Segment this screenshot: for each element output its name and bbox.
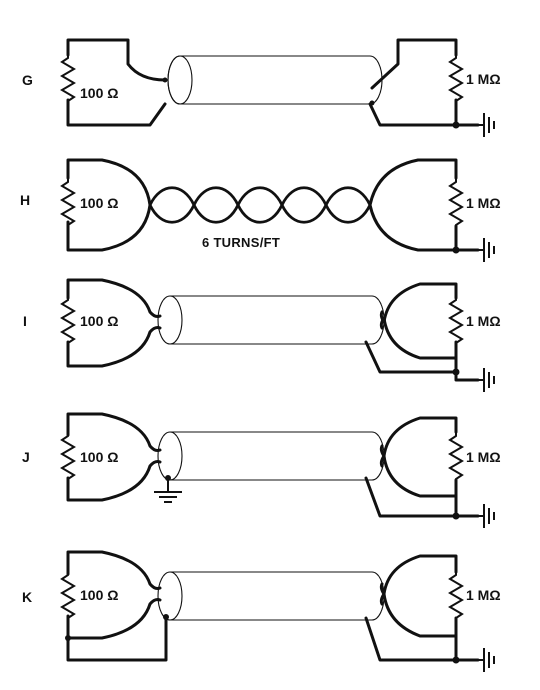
resistor-1-megohm: [449, 50, 463, 106]
ground-icon: [477, 112, 495, 138]
circuit-g: G 100 Ω 1 MΩ: [22, 38, 501, 138]
resistor-1-megohm: [449, 567, 463, 623]
load-resistor-label: 1 MΩ: [466, 449, 501, 465]
source-resistor-label: 100 Ω: [80, 195, 118, 211]
resistor-100-ohm: [61, 428, 75, 484]
source-resistor-label: 100 Ω: [80, 85, 118, 101]
coaxial-cable: [157, 571, 385, 621]
ground-icon: [477, 367, 495, 393]
source-resistor-label: 100 Ω: [80, 313, 118, 329]
circuit-label: J: [22, 449, 30, 465]
circuit-j: J 100 Ω 1 MΩ: [22, 412, 501, 529]
load-resistor-label: 1 MΩ: [466, 587, 501, 603]
resistor-100-ohm: [61, 292, 75, 348]
load-resistor-label: 1 MΩ: [466, 71, 501, 87]
load-resistor-label: 1 MΩ: [466, 195, 501, 211]
resistor-1-megohm: [449, 292, 463, 348]
ground-icon: [477, 647, 495, 673]
resistor-100-ohm: [61, 50, 75, 106]
circuit-i: I 100 Ω 1 MΩ: [23, 278, 501, 393]
circuit-k: K 100 Ω 1 MΩ: [22, 550, 501, 673]
circuit-label: K: [22, 589, 32, 605]
twisted-pair: [148, 186, 372, 224]
resistor-1-megohm: [449, 428, 463, 484]
ground-icon: [477, 503, 495, 529]
coaxial-cable: [167, 55, 383, 105]
resistor-1-megohm: [449, 174, 463, 230]
circuit-label: G: [22, 72, 33, 88]
load-resistor-label: 1 MΩ: [466, 313, 501, 329]
source-resistor-label: 100 Ω: [80, 449, 118, 465]
source-resistor-label: 100 Ω: [80, 587, 118, 603]
circuit-h: H 100 Ω 6 TURNS/FT 1 MΩ: [20, 158, 501, 263]
circuit-label: I: [23, 313, 27, 329]
circuit-label: H: [20, 192, 30, 208]
coaxial-cable: [157, 295, 385, 345]
twist-rate-note: 6 TURNS/FT: [202, 235, 280, 250]
ground-icon: [477, 237, 495, 263]
resistor-100-ohm: [61, 567, 75, 623]
ground-icon: [153, 477, 183, 503]
coaxial-cable: [157, 431, 385, 481]
